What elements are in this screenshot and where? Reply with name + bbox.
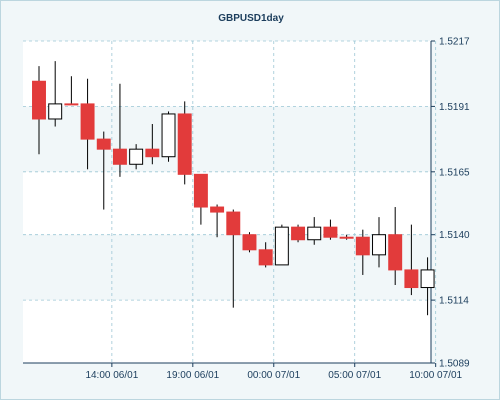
candle-body-bearish xyxy=(339,236,354,239)
price-band xyxy=(23,41,431,107)
candle-body-bearish xyxy=(96,138,111,150)
price-band xyxy=(23,300,431,363)
y-tick-label: 1.5089 xyxy=(439,359,470,370)
candle xyxy=(242,232,257,253)
candle-body-bearish xyxy=(210,206,225,213)
candle xyxy=(258,242,273,268)
x-tick-label: 14:00 06/01 xyxy=(85,370,138,381)
candle-body-bullish xyxy=(274,226,289,266)
candle xyxy=(274,224,289,266)
candle xyxy=(323,219,338,240)
candle-body-bearish xyxy=(242,234,257,251)
candle xyxy=(372,217,386,268)
candle xyxy=(291,224,306,243)
candle xyxy=(307,217,322,245)
candle xyxy=(96,131,111,210)
candle-body-bearish xyxy=(32,80,46,120)
candle-body-bullish xyxy=(129,148,144,165)
candle xyxy=(145,124,160,165)
candle xyxy=(388,207,403,286)
candle-body-bearish xyxy=(323,226,338,238)
candle-body-bearish xyxy=(291,226,306,241)
candle xyxy=(48,61,63,127)
candle-body-bullish xyxy=(48,103,63,120)
x-tick-label: 05:00 07/01 xyxy=(328,370,381,381)
candle xyxy=(80,78,95,170)
candles xyxy=(32,61,435,316)
axes xyxy=(23,40,437,367)
candle xyxy=(355,229,370,275)
y-tick-label: 1.5114 xyxy=(439,296,469,307)
chart-title: GBPUSD1day xyxy=(218,13,284,24)
y-tick-label: 1.5165 xyxy=(439,167,470,178)
x-tick-label: 10:00 07/01 xyxy=(409,370,462,381)
candle-body-bearish xyxy=(112,148,127,165)
candle xyxy=(420,257,435,316)
candle-body-bearish xyxy=(226,211,241,236)
candle xyxy=(112,83,127,177)
x-tick-label: 19:00 06/01 xyxy=(166,370,219,381)
price-bands xyxy=(23,41,431,363)
y-tick-label: 1.5140 xyxy=(439,230,470,241)
candle-body-bearish xyxy=(145,148,160,158)
x-tick-label: 00:00 07/01 xyxy=(247,370,300,381)
candle-body-bearish xyxy=(177,113,192,175)
candle xyxy=(161,111,176,162)
candle xyxy=(129,144,144,170)
candle-body-bearish xyxy=(355,236,370,256)
candle-body-bearish xyxy=(388,234,403,271)
candle xyxy=(193,173,208,225)
candle-body-bullish xyxy=(420,269,435,289)
candle-body-bearish xyxy=(404,269,419,289)
candle-body-bearish xyxy=(64,103,79,106)
candle xyxy=(404,224,419,296)
y-tick-label: 1.5191 xyxy=(439,102,470,113)
candle-body-bullish xyxy=(372,234,386,256)
candle xyxy=(32,66,46,155)
candle xyxy=(339,234,354,240)
candle xyxy=(64,76,79,106)
candle xyxy=(177,101,192,185)
candle-body-bullish xyxy=(307,226,322,241)
y-tick-label: 1.5217 xyxy=(439,37,470,48)
candle xyxy=(226,209,241,308)
tick-labels: 1.5217 1.5191 1.5165 1.5140 1.5114 1.5089 14:0… xyxy=(85,37,470,382)
candle-body-bearish xyxy=(258,249,273,266)
candle xyxy=(210,204,225,238)
candle-body-bearish xyxy=(80,103,95,140)
candle-body-bullish xyxy=(161,113,176,158)
candle-body-bearish xyxy=(193,173,208,208)
